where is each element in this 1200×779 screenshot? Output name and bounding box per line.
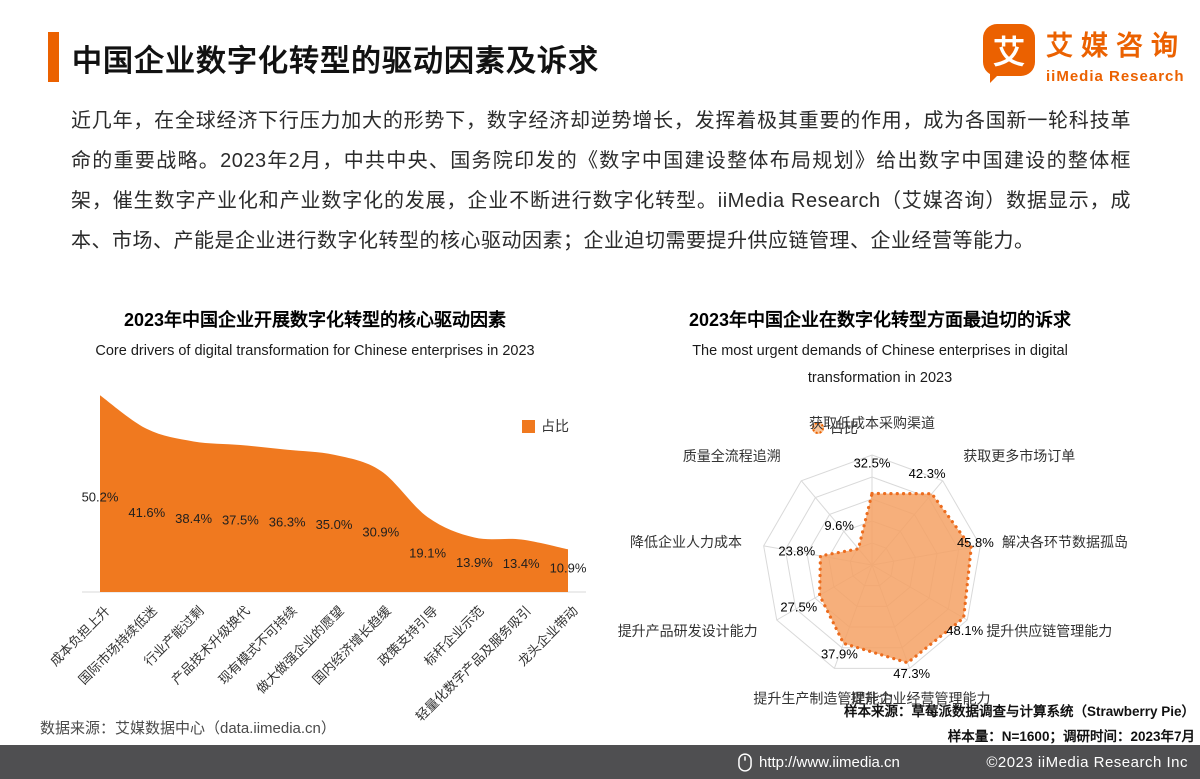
page-title: 中国企业数字化转型的驱动因素及诉求 — [72, 45, 599, 78]
radar-grid-ring — [763, 454, 981, 669]
sample-source-note: 样本来源：草莓派数据调查与计算系统（Strawberry Pie） — [843, 704, 1195, 719]
data-label: 35.0% — [316, 517, 353, 532]
data-label: 13.4% — [503, 556, 540, 571]
radar-chart: 获取低成本采购渠道 32.5% 获取更多市场订单 42.3% 解决各环节数据孤岛 45.8… — [618, 415, 1128, 706]
mouse-icon — [738, 752, 752, 772]
area-chart-legend: 占比 — [522, 416, 569, 436]
brand-name-en: iiMedia Research — [1046, 68, 1185, 85]
radar-value-label: 42.3% — [909, 466, 946, 481]
data-source-note: 数据来源：艾媒数据中心（data.iimedia.cn） — [40, 720, 336, 737]
radar-value-label: 37.9% — [821, 647, 858, 662]
data-label: 19.1% — [409, 546, 446, 561]
radar-chart-title: 2023年中国企业在数字化转型方面最迫切的诉求 — [688, 310, 1072, 330]
area-chart-title: 2023年中国企业开展数字化转型的核心驱动因素 — [123, 310, 507, 330]
radar-category-label: 提升企业经营管理能力 — [851, 690, 991, 706]
footer-bar: http://www.iimedia.cn ©2023 iiMedia Rese… — [0, 745, 1200, 779]
data-label: 41.6% — [128, 505, 165, 520]
intro-paragraph: 近几年，在全球经济下行压力加大的形势下，数字经济却逆势增长，发挥着极其重要的作用… — [71, 110, 1131, 252]
brand-logo: 艾 艾媒咨询 iiMedia Research — [983, 24, 1186, 85]
area-series — [100, 395, 568, 592]
radar-chart-legend: 占比 — [812, 418, 858, 438]
footer-url-text: http://www.iimedia.cn — [759, 753, 900, 771]
data-label: 36.3% — [269, 515, 306, 530]
radar-category-label: 获取更多市场订单 — [963, 448, 1075, 464]
radar-value-label: 9.6% — [824, 518, 854, 533]
data-label: 10.9% — [550, 560, 587, 575]
area-chart-subtitle: Core drivers of digital transformation f… — [95, 343, 535, 359]
radar-category-label: 提升产品研发设计能力 — [618, 623, 758, 639]
radar-value-label: 32.5% — [854, 456, 891, 471]
brand-text: 艾媒咨询 iiMedia Research — [1046, 24, 1186, 85]
area-chart: 50.2% 41.6% 38.4% 37.5% 36.3% 35.0% 30.9% 19.1%… — [82, 395, 587, 593]
footer-website: http://www.iimedia.cn — [738, 745, 900, 779]
legend-square-icon — [522, 419, 535, 433]
radar-chart-subtitle: The most urgent demands of Chinese enter… — [692, 343, 1068, 386]
radar-category-label: 降低企业人力成本 — [630, 534, 742, 550]
legend-label: 占比 — [830, 420, 858, 436]
radar-value-label: 45.8% — [957, 535, 994, 550]
radar-value-label: 47.3% — [893, 666, 930, 681]
radar-category-label: 提升生产制造管理能力 — [753, 690, 893, 706]
legend-label: 占比 — [541, 418, 569, 434]
logo-icon: 艾 — [983, 24, 1035, 83]
data-label: 30.9% — [362, 524, 399, 539]
legend-dotted-circle-icon — [812, 422, 824, 434]
sample-size-note: 样本量：N=1600；调研时间：2023年7月 — [947, 729, 1195, 744]
sample-notes: 样本来源：草莓派数据调查与计算系统（Strawberry Pie） 样本量：N=… — [844, 699, 1195, 749]
data-label: 13.9% — [456, 555, 493, 570]
footer-copyright: ©2023 iiMedia Research Inc — [986, 753, 1188, 771]
radar-category-label: 质量全流程追溯 — [683, 448, 781, 464]
radar-category-label: 提升供应链管理能力 — [986, 623, 1112, 639]
title-accent-bar — [48, 32, 59, 82]
brand-name-cn: 艾媒咨询 — [1046, 31, 1186, 61]
data-label: 37.5% — [222, 513, 259, 528]
radar-series — [818, 491, 973, 665]
logo-character: 艾 — [992, 34, 1025, 70]
radar-category-label: 解决各环节数据孤岛 — [1002, 534, 1128, 550]
radar-value-label: 27.5% — [780, 599, 817, 614]
radar-value-label: 48.1% — [946, 623, 983, 638]
radar-value-label: 23.8% — [778, 544, 815, 559]
radar-category-label: 获取低成本采购渠道 — [809, 415, 935, 431]
data-label: 38.4% — [175, 511, 212, 526]
data-label: 50.2% — [82, 490, 119, 505]
